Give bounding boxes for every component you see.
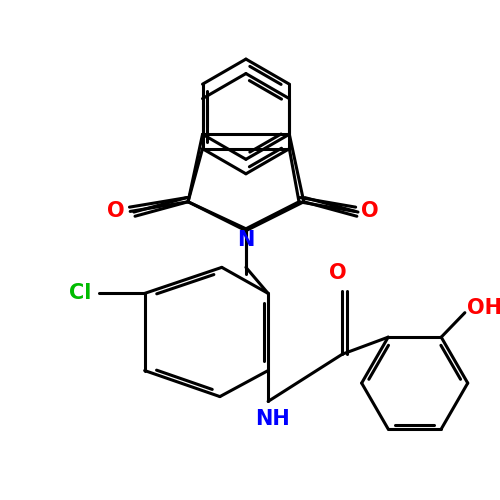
Text: O: O	[107, 202, 124, 222]
Text: Cl: Cl	[69, 284, 91, 304]
Text: O: O	[360, 202, 378, 222]
Text: O: O	[328, 263, 346, 283]
Text: NH: NH	[256, 409, 290, 429]
Text: N: N	[237, 230, 254, 250]
Text: OH: OH	[466, 298, 500, 318]
